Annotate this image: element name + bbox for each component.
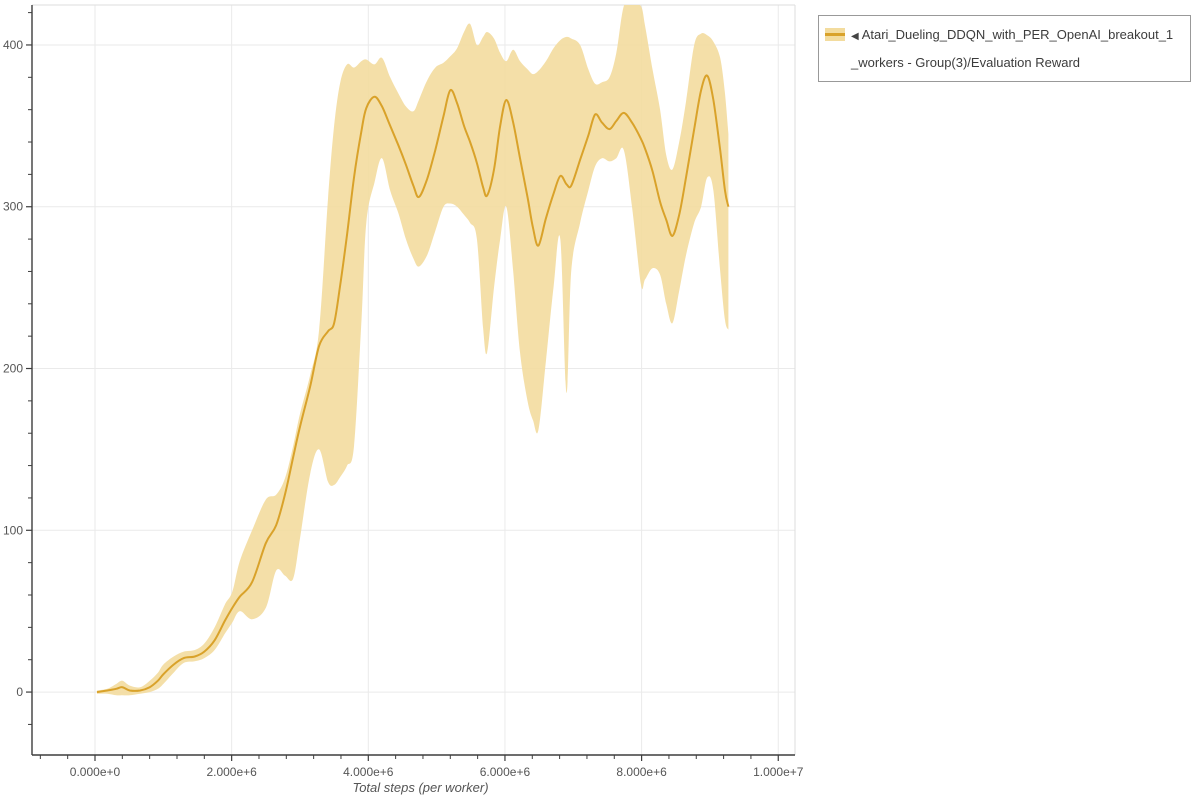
legend-item-evaluation-reward[interactable]: ◀ Atari_Dueling_DDQN_with_PER_OpenAI_brea… [818,15,1191,82]
x-tick-label: 4.000e+6 [343,765,394,779]
y-tick-label: 400 [3,38,23,52]
reward-confidence-band [97,5,729,696]
legend-label: ◀ Atari_Dueling_DDQN_with_PER_OpenAI_brea… [851,22,1179,76]
legend-label-text: Atari_Dueling_DDQN_with_PER_OpenAI_break… [851,27,1174,70]
legend-band-swatch [825,28,845,41]
x-tick-label: 6.000e+6 [480,765,531,779]
y-tick-label: 0 [16,685,23,699]
y-tick-label: 100 [3,523,23,537]
y-tick-label: 300 [3,200,23,214]
y-tick-label: 200 [3,362,23,376]
reward-chart: 0.000e+0 2.000e+6 4.000e+6 6.000e+6 8.000e+6… [3,4,804,795]
x-tick-label: 0.000e+0 [70,765,121,779]
reward-mean-line [96,74,730,694]
chart-canvas: 0.000e+0 2.000e+6 4.000e+6 6.000e+6 8.000e+6… [3,4,804,795]
x-axis-title: Total steps (per worker) [352,780,488,795]
x-tick-label: 1.000e+7 [753,765,804,779]
plot-area[interactable] [32,5,795,755]
x-tick-label: 8.000e+6 [616,765,667,779]
legend-line-swatch [825,33,845,36]
x-tick-label: 2.000e+6 [206,765,257,779]
collapse-arrow-icon: ◀ [851,31,859,42]
